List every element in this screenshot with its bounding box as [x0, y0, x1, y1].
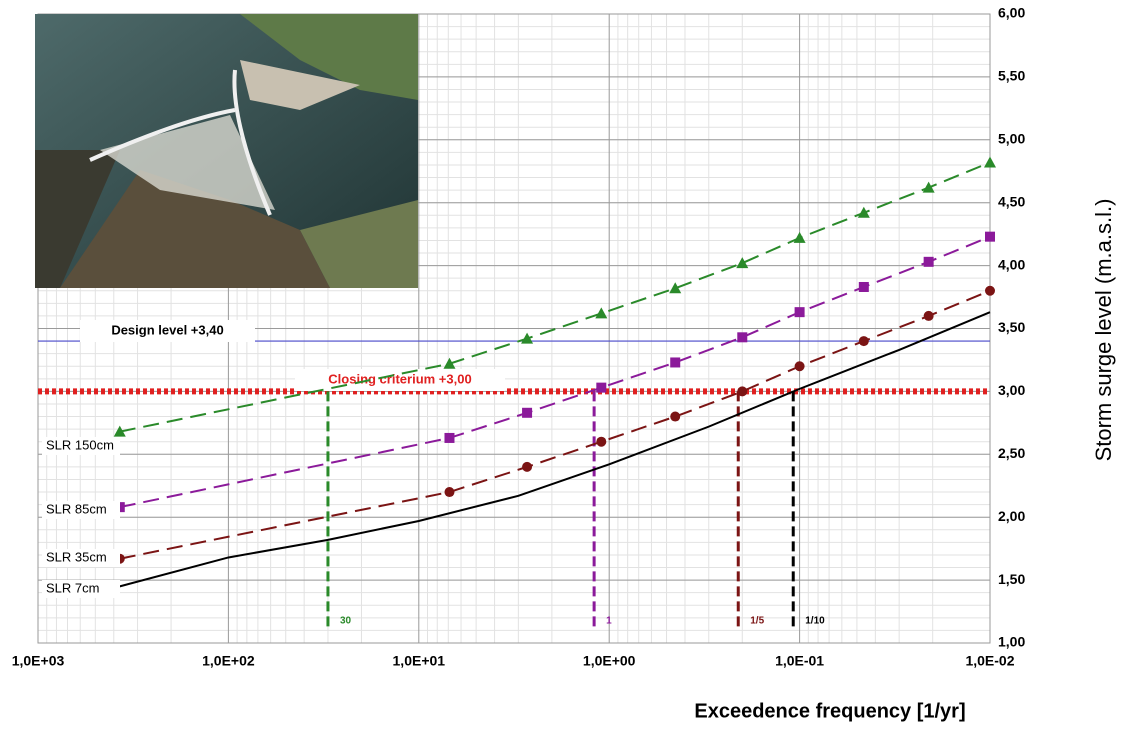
- marker: [859, 282, 869, 292]
- marker: [596, 437, 606, 447]
- marker: [444, 433, 454, 443]
- x-tick-label: 1,0E-02: [965, 653, 1014, 669]
- marker: [444, 487, 454, 497]
- photo: [35, 14, 418, 288]
- marker: [670, 357, 680, 367]
- y-tick-label: 1,50: [998, 571, 1025, 587]
- x-tick-label: 1,0E+01: [393, 653, 446, 669]
- x-axis-title: Exceedence frequency [1/yr]: [694, 700, 965, 722]
- marker: [795, 307, 805, 317]
- marker: [924, 311, 934, 321]
- reference-label: Design level +3,40: [111, 322, 223, 337]
- marker: [522, 408, 532, 418]
- y-tick-label: 2,00: [998, 508, 1025, 524]
- chart: Design level +3,40 Closing criterium +3,0…: [0, 0, 1128, 727]
- marker: [596, 383, 606, 393]
- y-tick-label: 3,50: [998, 319, 1025, 335]
- series-label: SLR 85cm: [46, 501, 107, 516]
- return-period-label: 1: [606, 616, 612, 627]
- marker: [522, 462, 532, 472]
- return-period-label: 30: [340, 616, 352, 627]
- marker: [795, 361, 805, 371]
- x-tick-label: 1,0E+02: [202, 653, 255, 669]
- marker: [737, 386, 747, 396]
- y-tick-label: 5,50: [998, 68, 1025, 84]
- marker: [737, 332, 747, 342]
- y-tick-label: 4,50: [998, 193, 1025, 209]
- marker: [924, 257, 934, 267]
- reference-label: Closing criterium +3,00: [328, 371, 471, 386]
- y-axis-title: Storm surge level (m.a.s.l.): [1091, 199, 1116, 462]
- series-label: SLR 7cm: [46, 580, 99, 595]
- x-tick-label: 1,0E+00: [583, 653, 636, 669]
- y-tick-label: 4,00: [998, 256, 1025, 272]
- marker: [985, 232, 995, 242]
- y-tick-label: 5,00: [998, 131, 1025, 147]
- x-tick-label: 1,0E-01: [775, 653, 824, 669]
- y-tick-label: 2,50: [998, 445, 1025, 461]
- return-period-label: 1/5: [750, 616, 764, 627]
- marker: [670, 412, 680, 422]
- y-tick-label: 6,00: [998, 5, 1025, 21]
- y-tick-label: 1,00: [998, 634, 1025, 650]
- x-tick-label: 1,0E+03: [12, 653, 65, 669]
- marker: [859, 336, 869, 346]
- y-tick-label: 3,00: [998, 382, 1025, 398]
- series-label: SLR 35cm: [46, 549, 107, 564]
- series-label: SLR 150cm: [46, 437, 114, 452]
- return-period-label: 1/10: [805, 616, 825, 627]
- marker: [985, 286, 995, 296]
